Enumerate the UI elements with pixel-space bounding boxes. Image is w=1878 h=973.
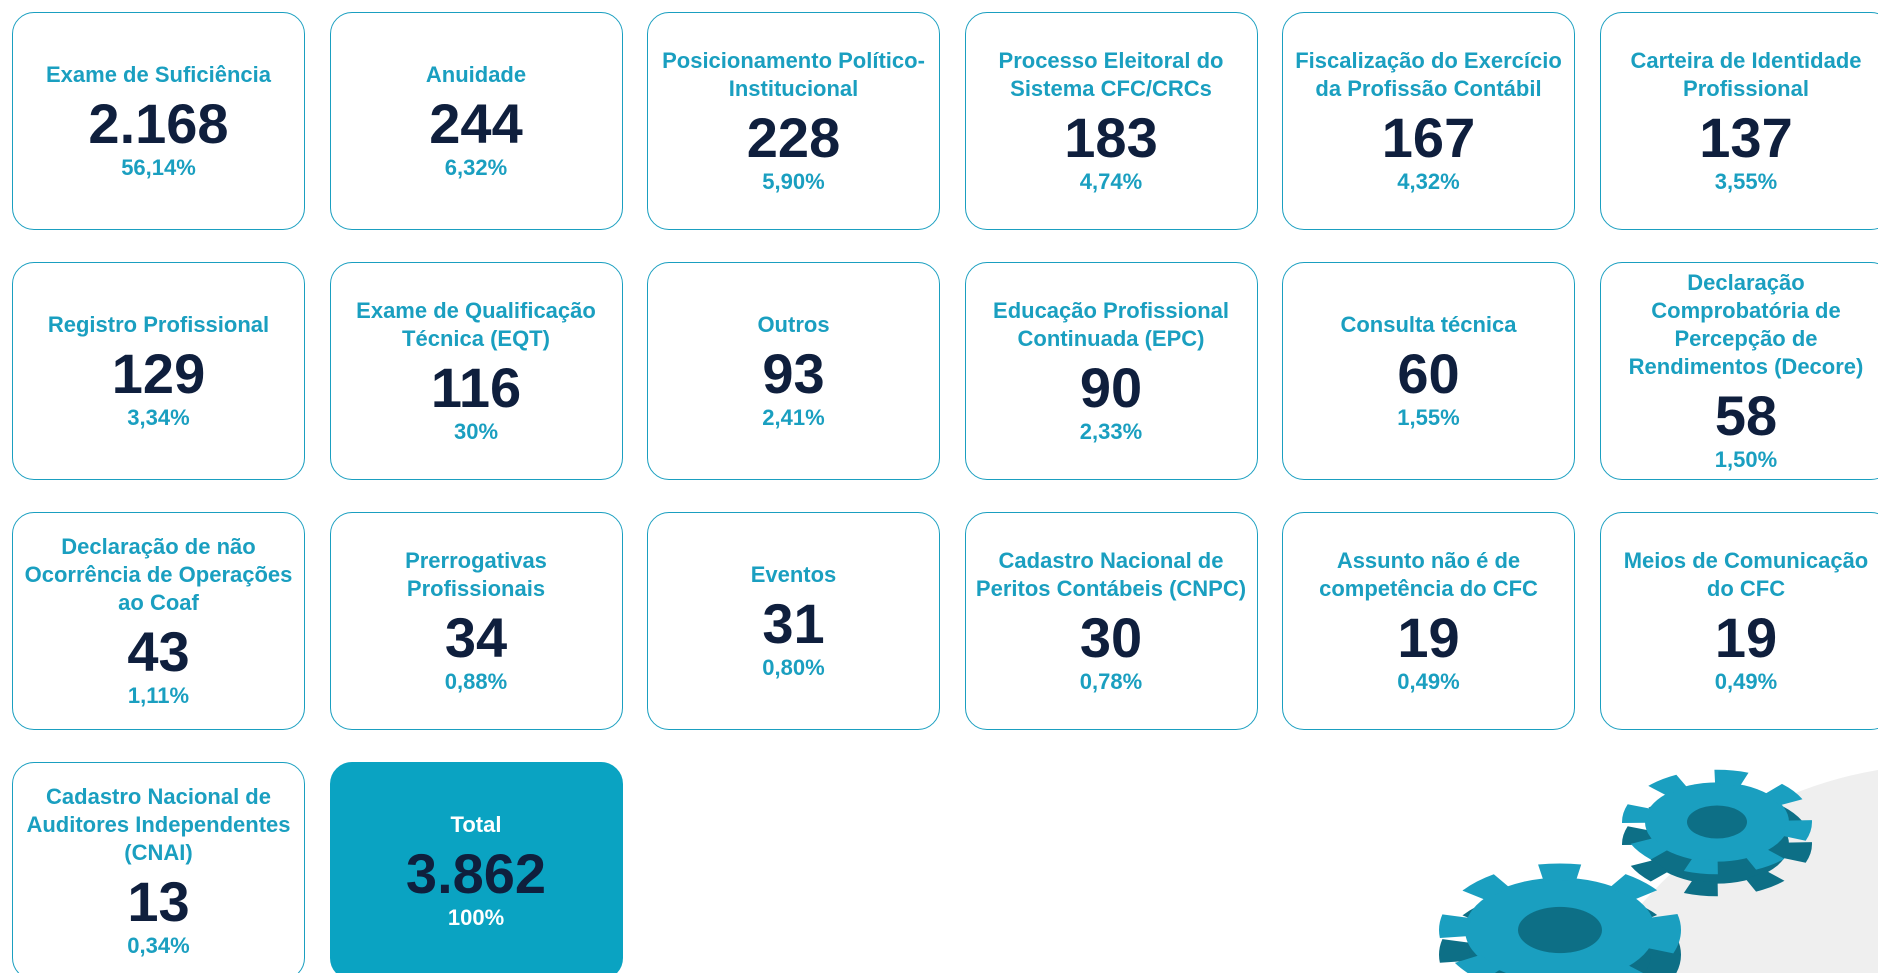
- card-label: Educação Profissional Continuada (EPC): [974, 297, 1249, 353]
- card-label: Exame de Suficiência: [46, 61, 271, 89]
- card-label: Processo Eleitoral do Sistema CFC/CRCs: [974, 47, 1249, 103]
- card-percent: 4,74%: [1080, 169, 1142, 195]
- card-value: 31: [762, 593, 824, 655]
- card-percent: 0,49%: [1715, 669, 1777, 695]
- card-value: 129: [112, 343, 205, 405]
- card-percent: 0,78%: [1080, 669, 1142, 695]
- card-value: 3.862: [406, 843, 546, 905]
- card-value: 116: [431, 357, 521, 419]
- card-label: Meios de Comunicação do CFC: [1609, 547, 1878, 603]
- card-label: Outros: [757, 311, 829, 339]
- card-grid: Exame de Suficiência 2.16856,14% Anuidade 2…: [0, 0, 1878, 973]
- card-percent: 100%: [448, 905, 504, 931]
- card-percent: 4,32%: [1397, 169, 1459, 195]
- card-value: 228: [747, 107, 840, 169]
- card-value: 43: [127, 621, 189, 683]
- card-percent: 1,55%: [1397, 405, 1459, 431]
- card-percent: 56,14%: [121, 155, 196, 181]
- card-value: 93: [762, 343, 824, 405]
- card-percent: 30%: [454, 419, 498, 445]
- stat-card: Cadastro Nacional de Auditores Independe…: [12, 762, 305, 973]
- stat-card: Fiscalização do Exercício da Profissão C…: [1282, 12, 1575, 230]
- card-value: 2.168: [88, 93, 228, 155]
- card-value: 183: [1064, 107, 1157, 169]
- card-value: 30: [1080, 607, 1142, 669]
- card-label: Fiscalização do Exercício da Profissão C…: [1291, 47, 1566, 103]
- stat-card: Declaração Comprobatória de Percepção de…: [1600, 262, 1878, 480]
- card-label: Anuidade: [426, 61, 526, 89]
- card-label: Cadastro Nacional de Auditores Independe…: [21, 783, 296, 867]
- card-label: Total: [451, 811, 502, 839]
- card-percent: 3,34%: [127, 405, 189, 431]
- card-percent: 0,88%: [445, 669, 507, 695]
- card-value: 19: [1397, 607, 1459, 669]
- card-label: Cadastro Nacional de Peritos Contábeis (…: [974, 547, 1249, 603]
- card-label: Eventos: [751, 561, 837, 589]
- card-value: 58: [1715, 385, 1777, 447]
- card-value: 34: [445, 607, 507, 669]
- card-percent: 3,55%: [1715, 169, 1777, 195]
- card-percent: 0,80%: [762, 655, 824, 681]
- card-percent: 0,49%: [1397, 669, 1459, 695]
- card-label: Posicionamento Político-Institucional: [656, 47, 931, 103]
- card-label: Declaração Comprobatória de Percepção de…: [1609, 269, 1878, 381]
- card-label: Assunto não é de competência do CFC: [1291, 547, 1566, 603]
- card-value: 60: [1397, 343, 1459, 405]
- card-percent: 2,33%: [1080, 419, 1142, 445]
- card-percent: 6,32%: [445, 155, 507, 181]
- card-label: Declaração de não Ocorrência de Operaçõe…: [21, 533, 296, 617]
- card-value: 13: [127, 871, 189, 933]
- card-percent: 1,50%: [1715, 447, 1777, 473]
- card-percent: 0,34%: [127, 933, 189, 959]
- stat-card: Cadastro Nacional de Peritos Contábeis (…: [965, 512, 1258, 730]
- card-label: Exame de Qualificação Técnica (EQT): [339, 297, 614, 353]
- stat-card: Educação Profissional Continuada (EPC)90…: [965, 262, 1258, 480]
- card-value: 90: [1080, 357, 1142, 419]
- card-value: 19: [1715, 607, 1777, 669]
- card-label: Registro Profissional: [48, 311, 269, 339]
- page: Exame de Suficiência 2.16856,14% Anuidade 2…: [0, 0, 1878, 973]
- card-value: 137: [1699, 107, 1792, 169]
- card-value: 167: [1382, 107, 1475, 169]
- card-value: 244: [429, 93, 522, 155]
- stat-card: Declaração de não Ocorrência de Operaçõe…: [12, 512, 305, 730]
- card-percent: 1,11%: [128, 683, 189, 709]
- card-percent: 2,41%: [762, 405, 824, 431]
- card-label: Prerrogativas Profissionais: [339, 547, 614, 603]
- card-label: Carteira de Identidade Profissional: [1609, 47, 1878, 103]
- card-percent: 5,90%: [762, 169, 824, 195]
- card-label: Consulta técnica: [1340, 311, 1516, 339]
